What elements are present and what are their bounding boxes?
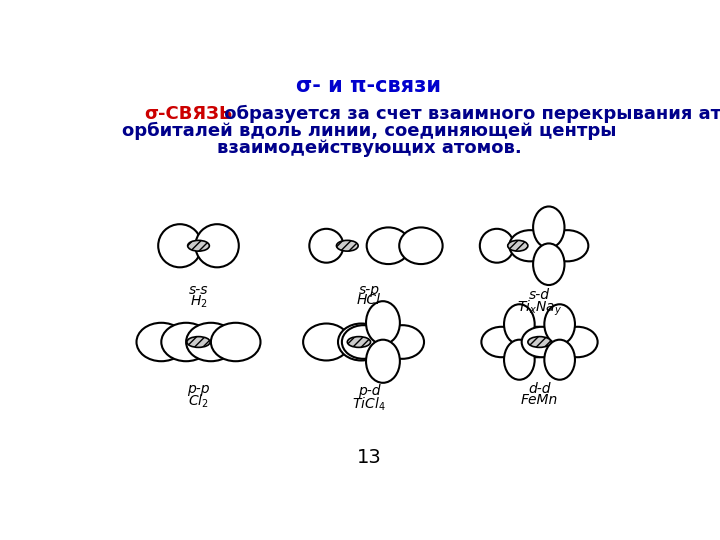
Ellipse shape bbox=[482, 327, 522, 357]
Ellipse shape bbox=[546, 230, 588, 261]
Ellipse shape bbox=[338, 323, 384, 361]
Text: Ti$_x$Na$_y$: Ti$_x$Na$_y$ bbox=[517, 299, 562, 318]
Ellipse shape bbox=[186, 323, 235, 361]
Ellipse shape bbox=[161, 323, 211, 361]
Text: d-d: d-d bbox=[528, 382, 551, 396]
Ellipse shape bbox=[517, 327, 557, 357]
Text: Cl$_2$: Cl$_2$ bbox=[188, 393, 209, 410]
Ellipse shape bbox=[366, 340, 400, 383]
Ellipse shape bbox=[399, 227, 443, 264]
Text: s-s: s-s bbox=[189, 283, 208, 296]
Ellipse shape bbox=[504, 340, 535, 380]
Text: FeMn: FeMn bbox=[521, 393, 558, 407]
Ellipse shape bbox=[342, 325, 385, 359]
Text: σ- и π-связи: σ- и π-связи bbox=[297, 76, 441, 96]
Ellipse shape bbox=[336, 240, 358, 251]
Text: σ-СВЯЗЬ: σ-СВЯЗЬ bbox=[144, 105, 233, 123]
Ellipse shape bbox=[533, 244, 564, 285]
Text: образуется за счет взаимного перекрывания атомных: образуется за счет взаимного перекрывани… bbox=[218, 105, 720, 123]
Ellipse shape bbox=[508, 240, 528, 251]
Ellipse shape bbox=[303, 323, 350, 361]
Text: взаимодействующих атомов.: взаимодействующих атомов. bbox=[217, 139, 521, 157]
Ellipse shape bbox=[557, 327, 598, 357]
Ellipse shape bbox=[544, 340, 575, 380]
Ellipse shape bbox=[528, 336, 551, 347]
Text: H$_2$: H$_2$ bbox=[189, 294, 207, 310]
Ellipse shape bbox=[188, 240, 210, 251]
Text: HCl: HCl bbox=[357, 294, 381, 307]
Ellipse shape bbox=[544, 304, 575, 345]
Ellipse shape bbox=[347, 336, 371, 347]
Circle shape bbox=[480, 229, 514, 262]
Text: 13: 13 bbox=[356, 448, 382, 467]
Ellipse shape bbox=[211, 323, 261, 361]
Text: p-d: p-d bbox=[358, 384, 380, 399]
Circle shape bbox=[158, 224, 202, 267]
Ellipse shape bbox=[381, 325, 424, 359]
Ellipse shape bbox=[137, 323, 186, 361]
Ellipse shape bbox=[366, 301, 400, 345]
Ellipse shape bbox=[366, 227, 410, 264]
Text: p-p: p-p bbox=[187, 382, 210, 396]
Circle shape bbox=[195, 224, 239, 267]
Ellipse shape bbox=[533, 206, 564, 248]
Text: орбиталей вдоль линии, соединяющей центры: орбиталей вдоль линии, соединяющей центр… bbox=[122, 122, 616, 140]
Ellipse shape bbox=[187, 336, 210, 347]
Text: s-d: s-d bbox=[529, 288, 550, 302]
Ellipse shape bbox=[522, 327, 562, 357]
Text: s-p: s-p bbox=[359, 283, 379, 296]
Text: TiCl$_4$: TiCl$_4$ bbox=[352, 395, 386, 413]
Ellipse shape bbox=[509, 230, 551, 261]
Ellipse shape bbox=[504, 304, 535, 345]
Circle shape bbox=[310, 229, 343, 262]
